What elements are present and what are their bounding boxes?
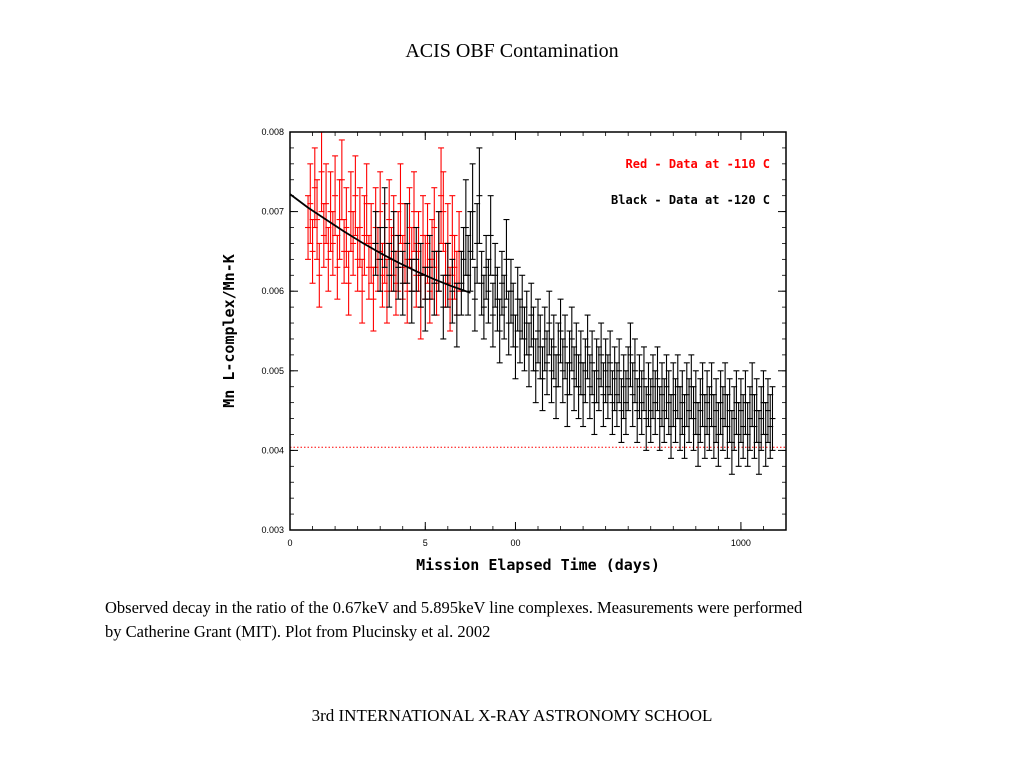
data-point (395, 234, 402, 300)
data-point (352, 155, 359, 237)
data-point (449, 258, 456, 324)
data-point (613, 362, 620, 428)
data-point (512, 314, 519, 380)
caption-line-1: Observed decay in the ratio of the 0.67k… (105, 598, 803, 617)
data-point (323, 163, 330, 244)
y-axis-label: Mn L-complex/Mn-K (220, 254, 238, 408)
data-point (532, 338, 539, 404)
data-point (546, 290, 553, 356)
data-point (516, 298, 523, 364)
data-point (370, 266, 377, 332)
legend-entry: Red - Data at -110 C (626, 157, 771, 171)
data-point (350, 211, 357, 276)
contamination-chart: 0.003 0.004 0.005 0.006 0.007 0.008 0 5 00 1000 R… (212, 118, 796, 580)
y-tick-label: 0.003 (261, 525, 284, 535)
data-point (487, 195, 494, 276)
data-point (764, 378, 771, 443)
legend-entry: Black - Data at -120 C (611, 193, 770, 207)
x-axis-label: Mission Elapsed Time (days) (416, 556, 660, 574)
caption-line-2: by Catherine Grant (MIT). Plot from Pluc… (105, 622, 491, 641)
data-point (390, 211, 397, 292)
data-point (501, 274, 508, 340)
x-tick-label: 1000 (731, 538, 751, 548)
data-point (485, 258, 492, 324)
data-point (478, 250, 485, 316)
data-point (480, 274, 487, 340)
data-point (377, 226, 384, 292)
chart-background (212, 118, 796, 580)
data-point (399, 250, 406, 316)
data-point (426, 234, 433, 300)
data-point (631, 338, 638, 404)
y-tick-label: 0.006 (261, 286, 284, 296)
x-tick-label: 00 (510, 538, 520, 548)
data-point (629, 362, 636, 428)
data-point (417, 242, 424, 308)
data-point (435, 211, 442, 292)
data-point (762, 402, 769, 467)
data-point (431, 250, 438, 316)
data-point (444, 242, 451, 308)
data-point (386, 242, 393, 308)
fit-curve (289, 193, 471, 294)
y-tick-label: 0.005 (261, 366, 284, 376)
x-tick-label: 5 (423, 538, 428, 548)
y-tick-label: 0.007 (261, 207, 284, 217)
data-point (413, 226, 420, 292)
data-point (325, 226, 332, 292)
data-point (329, 211, 336, 276)
data-point (496, 298, 503, 364)
data-point (697, 378, 704, 443)
data-point (316, 242, 323, 308)
data-point (636, 354, 643, 420)
slide-title: ACIS OBF Contamination (405, 40, 619, 62)
figure-caption: Observed decay in the ratio of the 0.67k… (105, 596, 965, 644)
data-point (469, 163, 476, 260)
data-point (575, 354, 582, 420)
data-point (769, 386, 776, 451)
data-point (627, 322, 634, 388)
series-black (372, 147, 776, 475)
slide-footer: 3rd INTERNATIONAL X-RAY ASTRONOMY SCHOOL (311, 706, 713, 725)
data-point (471, 266, 478, 332)
legend: Red - Data at -110 C Black - Data at -120… (611, 157, 770, 207)
data-point (476, 147, 483, 244)
data-point (598, 322, 605, 388)
data-point (307, 163, 314, 244)
series-layer (305, 131, 776, 475)
data-point (557, 298, 564, 364)
data-point (404, 203, 411, 284)
data-point (607, 330, 614, 396)
data-point (544, 330, 551, 396)
y-tick-label: 0.004 (261, 445, 284, 455)
y-tick-label: 0.008 (261, 127, 284, 137)
data-point (525, 322, 532, 388)
data-point (643, 386, 650, 451)
data-point (381, 187, 388, 268)
fit-curve-layer (289, 193, 471, 294)
data-point (314, 179, 321, 260)
x-tick-label: 0 (287, 538, 292, 548)
data-point (372, 211, 379, 276)
